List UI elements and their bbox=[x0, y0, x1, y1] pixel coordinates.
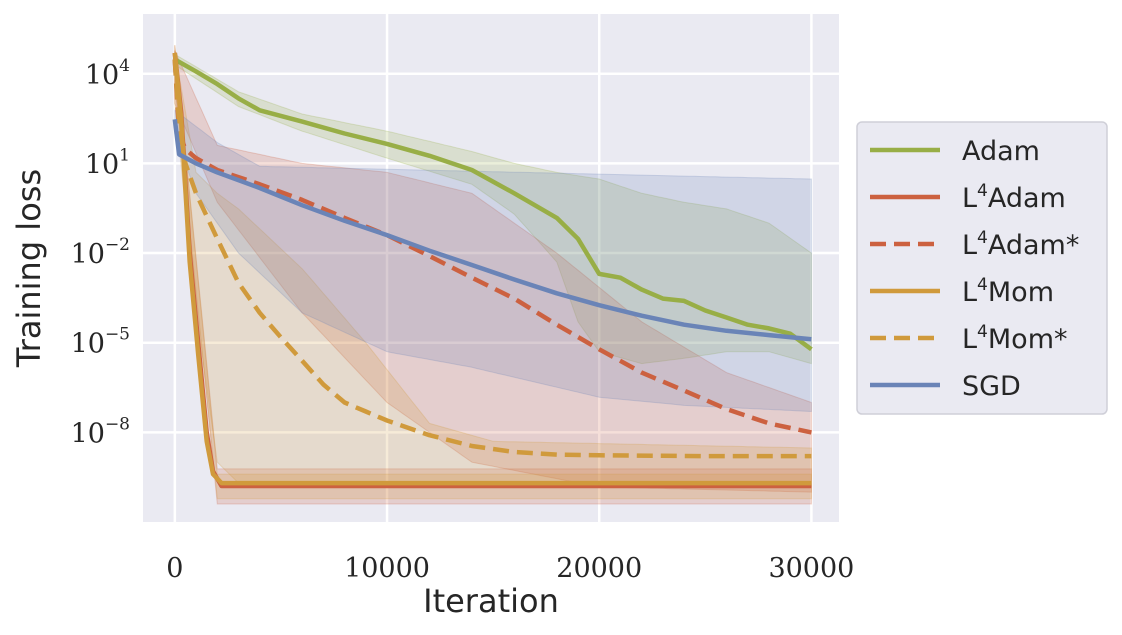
x-tick-label-0: 0 bbox=[166, 553, 183, 584]
legend-label-5: SGD bbox=[962, 371, 1021, 402]
legend-label-2: L4Adam* bbox=[962, 228, 1079, 261]
legend: Adam L4Adam L4Adam* L4Mom L4Mom* SGD bbox=[856, 121, 1108, 415]
plot-background bbox=[143, 14, 839, 522]
x-tick-label-2: 20000 bbox=[556, 553, 642, 584]
x-axis-label: Iteration bbox=[423, 582, 559, 620]
legend-label-4: L4Mom* bbox=[962, 322, 1068, 355]
series-line-5 bbox=[172, 119, 812, 342]
y-axis-label: Training loss bbox=[10, 169, 48, 368]
y-tick-label-4: 10−8 bbox=[71, 414, 130, 449]
y-tick-labels: 104 101 10−2 10−5 10−8 bbox=[71, 56, 130, 450]
x-tick-label-1: 10000 bbox=[344, 553, 430, 584]
y-tick-label-3: 10−5 bbox=[71, 325, 130, 360]
x-tick-label-3: 30000 bbox=[768, 553, 854, 584]
series-line-0 bbox=[173, 57, 813, 352]
y-tick-label-1: 101 bbox=[85, 145, 130, 180]
legend-label-1: L4Adam bbox=[962, 181, 1066, 214]
band-5 bbox=[174, 109, 812, 413]
series-line-3 bbox=[172, 52, 812, 486]
x-tick-labels: 0 10000 20000 30000 bbox=[166, 553, 854, 584]
band-1 bbox=[174, 45, 812, 505]
series-lines bbox=[172, 52, 813, 489]
band-3 bbox=[174, 45, 812, 500]
y-tick-label-2: 10−2 bbox=[71, 235, 130, 270]
legend-label-3: L4Mom bbox=[962, 275, 1054, 308]
series-line-4 bbox=[172, 59, 812, 459]
grid bbox=[143, 14, 839, 522]
y-tick-label-0: 104 bbox=[85, 56, 130, 91]
legend-label-0: Adam bbox=[962, 136, 1040, 167]
series-line-2 bbox=[172, 59, 812, 435]
